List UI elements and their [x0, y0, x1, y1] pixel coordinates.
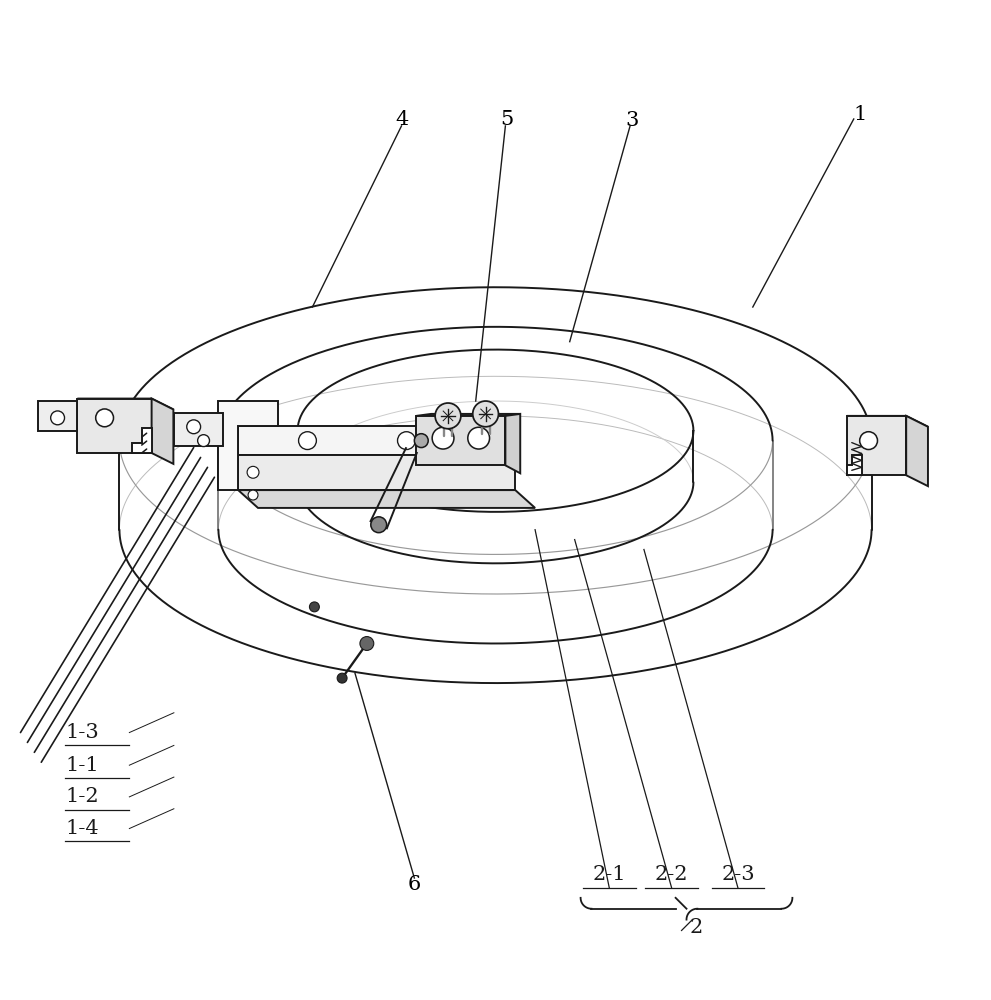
Text: 6: 6 — [407, 875, 421, 894]
Polygon shape — [38, 401, 77, 431]
Polygon shape — [847, 455, 861, 475]
Text: 1-3: 1-3 — [65, 723, 99, 742]
Circle shape — [859, 432, 877, 450]
Circle shape — [435, 403, 461, 429]
Polygon shape — [847, 416, 928, 427]
Polygon shape — [132, 428, 152, 453]
Polygon shape — [906, 416, 928, 486]
Circle shape — [247, 466, 259, 478]
Text: 5: 5 — [499, 110, 513, 129]
Circle shape — [432, 427, 454, 449]
Circle shape — [186, 420, 200, 434]
Circle shape — [414, 434, 428, 448]
Polygon shape — [77, 399, 152, 453]
Polygon shape — [173, 413, 223, 446]
Polygon shape — [77, 399, 173, 409]
Circle shape — [371, 517, 386, 533]
Polygon shape — [505, 414, 520, 473]
Text: 3: 3 — [625, 111, 639, 130]
Polygon shape — [416, 416, 505, 465]
Circle shape — [309, 602, 319, 612]
Circle shape — [96, 409, 114, 427]
Polygon shape — [416, 414, 520, 416]
Text: 2-2: 2-2 — [655, 865, 689, 884]
Text: 2: 2 — [690, 918, 703, 937]
Text: 1-1: 1-1 — [65, 756, 99, 775]
Text: 2-3: 2-3 — [721, 865, 755, 884]
Polygon shape — [218, 401, 277, 490]
Polygon shape — [152, 399, 173, 464]
Circle shape — [51, 411, 64, 425]
Circle shape — [468, 427, 490, 449]
Text: 2-1: 2-1 — [593, 865, 626, 884]
Text: 1-2: 1-2 — [65, 787, 99, 806]
Circle shape — [197, 435, 209, 447]
Circle shape — [360, 637, 374, 650]
Circle shape — [337, 673, 347, 683]
Polygon shape — [238, 426, 515, 455]
Polygon shape — [238, 455, 515, 490]
Circle shape — [248, 490, 258, 500]
Text: 4: 4 — [395, 110, 409, 129]
Text: 1-4: 1-4 — [65, 819, 99, 838]
Circle shape — [298, 432, 316, 450]
Circle shape — [397, 432, 415, 450]
Polygon shape — [238, 490, 535, 508]
Text: 1: 1 — [853, 105, 866, 124]
Polygon shape — [847, 416, 906, 475]
Circle shape — [473, 401, 498, 427]
